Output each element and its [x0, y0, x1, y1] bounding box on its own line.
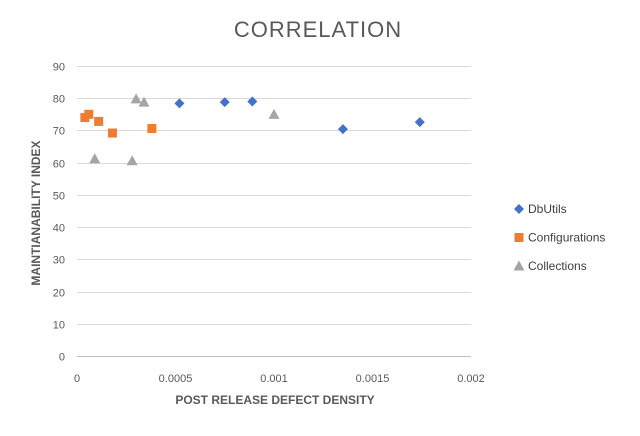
x-tick-label: 0.001	[260, 373, 288, 385]
y-tick-label: 30	[53, 255, 65, 267]
gridlines	[77, 66, 471, 325]
collections-point	[89, 153, 101, 164]
legend-collections-label: Collections	[528, 259, 587, 273]
configurations-point	[94, 116, 104, 126]
y-axis-tick-labels: 0 10 20 30 40 50 60 70 80 90	[53, 62, 65, 364]
legend-configurations-marker	[514, 233, 524, 242]
collections-point	[126, 155, 138, 166]
y-tick-label: 60	[53, 159, 65, 171]
dbutils-point	[414, 117, 425, 128]
x-tick-label: 0.0015	[356, 373, 390, 385]
collections-point	[138, 96, 150, 107]
x-axis-title: POST RELEASE DEFECT DENSITY	[175, 393, 374, 407]
x-tick-label: 0.0005	[159, 373, 193, 385]
chart-title: CORRELATION	[234, 17, 402, 42]
dbutils-point	[247, 96, 258, 107]
y-tick-label: 0	[59, 352, 65, 364]
legend-dbutils-marker	[514, 204, 524, 214]
legend[interactable]: DbUtils Configurations Collections	[513, 202, 606, 273]
y-tick-label: 20	[53, 288, 65, 300]
y-axis-title: MAINTIANABILITY INDEX	[29, 140, 43, 285]
y-tick-label: 90	[53, 62, 65, 74]
x-axis-tick-labels: 0 0.0005 0.001 0.0015 0.002	[74, 373, 485, 385]
data-points	[80, 93, 425, 166]
legend-collections-marker	[513, 260, 525, 271]
x-tick-label: 0	[74, 373, 80, 385]
y-tick-label: 50	[53, 191, 65, 203]
dbutils-point	[174, 98, 185, 109]
y-tick-label: 10	[53, 320, 65, 332]
dbutils-point	[337, 124, 348, 135]
legend-configurations-label: Configurations	[528, 231, 605, 245]
y-tick-label: 40	[53, 223, 65, 235]
dbutils-point	[219, 97, 230, 108]
x-tick-label: 0.002	[457, 373, 485, 385]
collections-point	[268, 108, 280, 119]
y-tick-label: 80	[53, 94, 65, 106]
collections-point	[130, 93, 142, 104]
configurations-point	[84, 109, 94, 119]
y-tick-label: 70	[53, 126, 65, 138]
configurations-point	[107, 128, 117, 138]
legend-dbutils-label: DbUtils	[528, 202, 567, 216]
configurations-point	[147, 124, 157, 134]
